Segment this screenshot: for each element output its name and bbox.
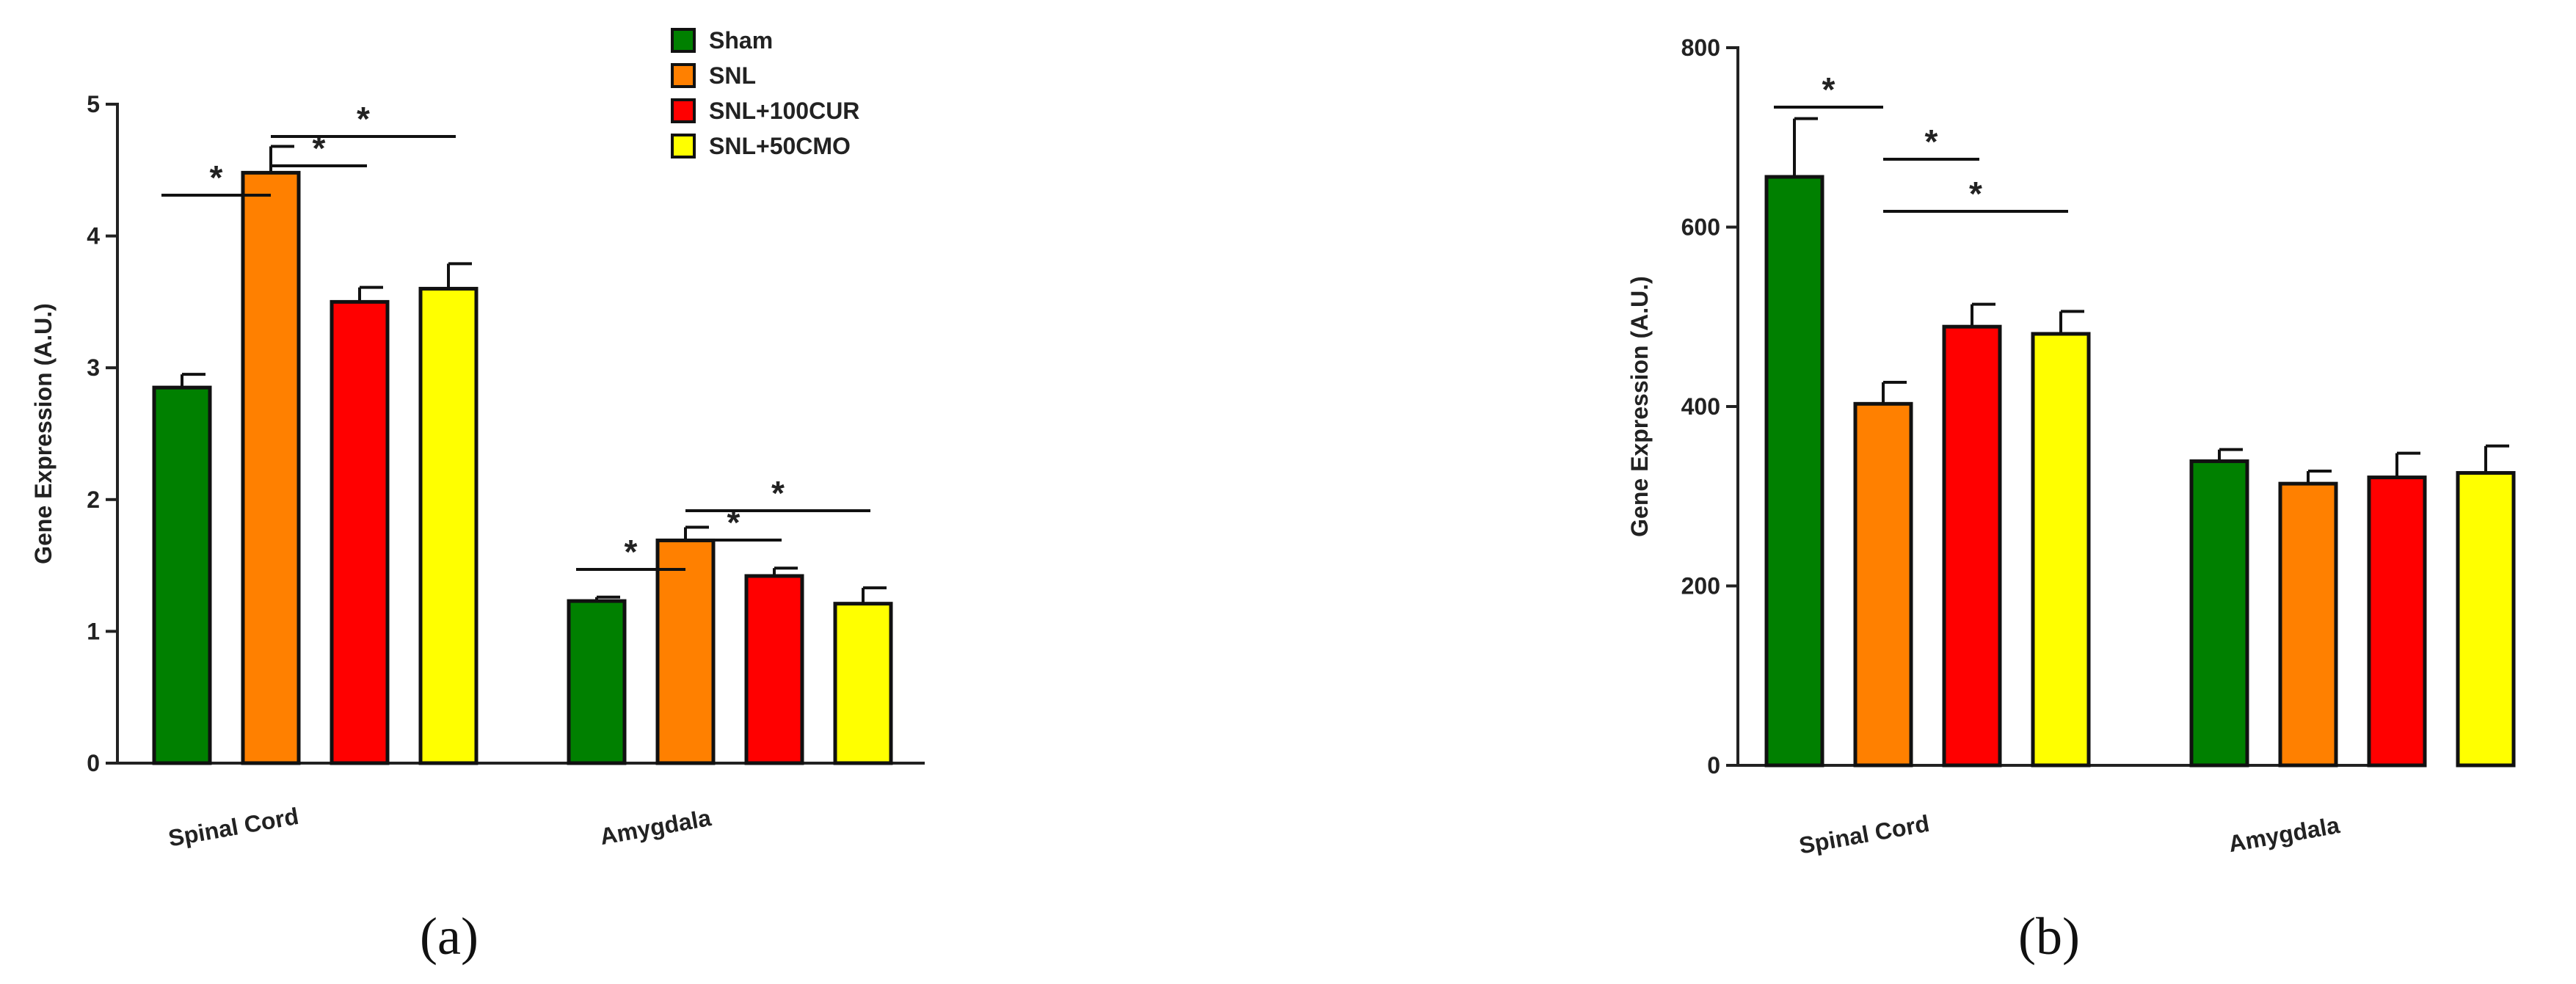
category-label: Amygdala: [2227, 812, 2342, 857]
y-tick-label: 4: [87, 223, 100, 249]
bar: [1853, 401, 1913, 768]
y-tick-label: 1: [87, 618, 100, 644]
bar: [418, 286, 479, 765]
significance-marker: *: [313, 129, 326, 167]
category-label: Spinal Cord: [167, 803, 301, 852]
bar: [152, 385, 212, 765]
y-axis-label: Gene Expression (A.U.): [1626, 276, 1653, 537]
bar: [1942, 324, 2002, 768]
bar: [330, 299, 390, 765]
legend-swatch: [671, 98, 696, 123]
significance-marker: *: [625, 533, 638, 571]
bar: [1764, 175, 1824, 768]
legend-swatch: [671, 134, 696, 158]
y-tick-label: 0: [1707, 752, 1720, 779]
chart-panel-a: 0 1 2 3 4 5 Gene Expression (A.U.) Spinal Cord A…: [30, 91, 925, 966]
legend-label: Sham: [709, 27, 773, 54]
legend-label: SNL+100CUR: [709, 98, 859, 124]
significance-marker: *: [1925, 123, 1938, 161]
panel-label: (a): [420, 907, 479, 966]
panel-label: (b): [2018, 907, 2080, 966]
bar: [744, 574, 804, 765]
legend: Sham SNL SNL+100CUR SNL+50CMO: [671, 27, 859, 159]
significance-marker: *: [357, 100, 370, 138]
legend-swatch: [671, 28, 696, 53]
y-tick-label: 400: [1681, 393, 1720, 420]
y-tick-label: 0: [87, 750, 100, 776]
category-label: Amygdala: [598, 804, 713, 850]
bar: [567, 599, 627, 765]
bar: [2456, 470, 2516, 768]
y-tick-label: 3: [87, 354, 100, 381]
bar: [2031, 332, 2091, 768]
y-tick-label: 200: [1681, 573, 1720, 599]
bar: [833, 602, 893, 765]
y-tick-label: 800: [1681, 34, 1720, 61]
legend-swatch: [671, 63, 696, 88]
significance-marker: *: [1969, 175, 1982, 213]
significance-marker: *: [771, 474, 785, 512]
bar: [2367, 475, 2427, 768]
category-label: Spinal Cord: [1797, 810, 1932, 859]
significance-marker: *: [210, 158, 223, 197]
significance-marker: *: [1822, 70, 1835, 109]
significance-marker: *: [727, 503, 741, 542]
y-tick-label: 5: [87, 91, 100, 117]
bar: [2278, 481, 2338, 768]
y-tick-label: 2: [87, 486, 100, 513]
bar: [241, 170, 301, 765]
y-axis-label: Gene Expression (A.U.): [30, 303, 57, 564]
legend-label: SNL+50CMO: [709, 133, 851, 159]
legend-label: SNL: [709, 62, 756, 89]
bar: [655, 538, 716, 765]
chart-panel-b: 0 200 400 600 800 Gene Expression (A.U.) Spina…: [1626, 34, 2516, 966]
bar: [2189, 459, 2249, 768]
y-tick-label: 600: [1681, 214, 1720, 241]
